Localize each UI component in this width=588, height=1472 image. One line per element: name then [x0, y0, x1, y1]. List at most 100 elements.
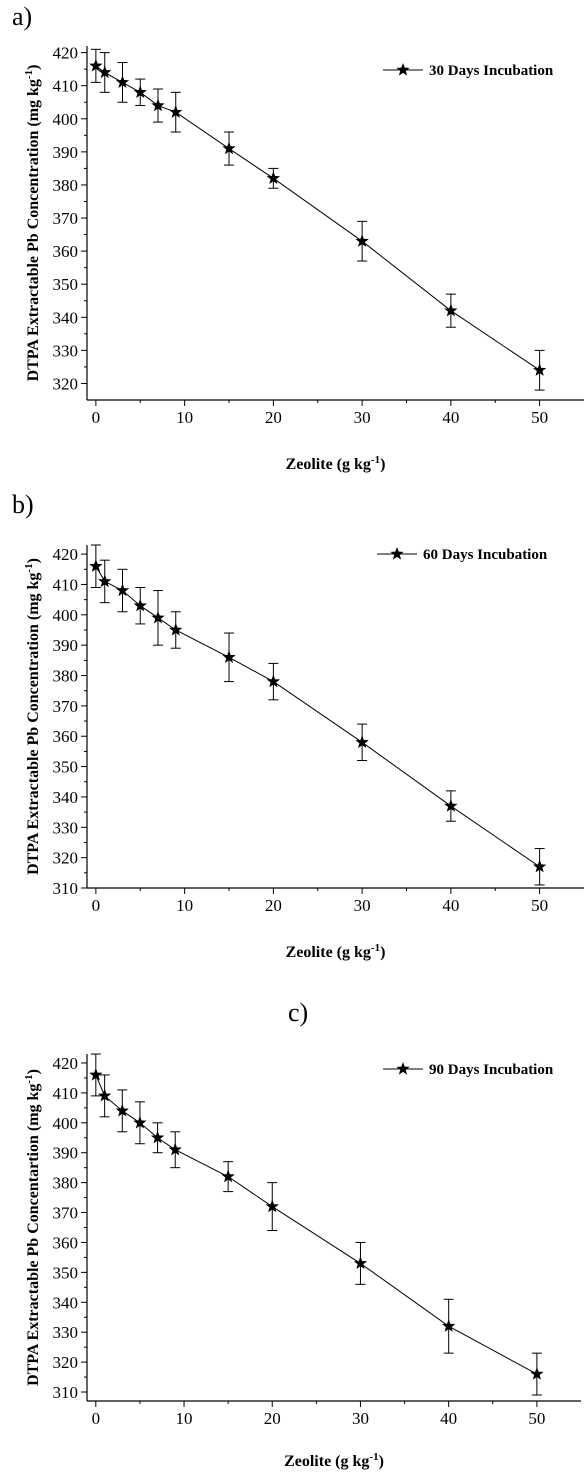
data-point-star [133, 1115, 147, 1129]
legend-label: 90 Days Incubation [429, 1062, 554, 1078]
y-tick-label: 340 [53, 308, 79, 327]
y-tick-label: 320 [53, 374, 79, 393]
y-tick-label: 380 [53, 667, 79, 686]
y-tick-label: 370 [53, 209, 79, 228]
y-tick-label: 320 [53, 849, 79, 868]
y-tick-label: 350 [53, 758, 79, 777]
legend-star-icon [390, 547, 404, 560]
data-point-star [133, 85, 147, 98]
data-point-star [89, 58, 103, 72]
data-point-star [532, 859, 547, 873]
y-tick-label: 420 [53, 1054, 79, 1073]
x-tick-label: 40 [442, 896, 459, 915]
y-tick-label: 370 [53, 1204, 79, 1223]
data-point-star [115, 1103, 129, 1117]
y-tick-label: 330 [53, 818, 79, 837]
x-tick-label: 40 [440, 1409, 457, 1428]
panel-letter: a) [12, 2, 33, 31]
y-tick-label: 390 [53, 636, 79, 655]
x-tick-label: 20 [265, 408, 282, 427]
legend-label: 30 Days Incubation [429, 63, 554, 79]
x-tick-label: 10 [176, 1409, 193, 1428]
chart-b: 0 10 20 30 40 50 310 320 330 340 350 360 370 380 390 40… [23, 544, 584, 961]
legend-star-icon [396, 63, 410, 76]
data-point-star [115, 75, 130, 89]
y-tick-label: 410 [53, 77, 79, 96]
y-tick-label: 390 [53, 1144, 79, 1163]
y-tick-label: 420 [53, 44, 79, 63]
x-tick-label: 50 [528, 1409, 545, 1428]
y-tick-label: 400 [53, 1114, 79, 1133]
y-tick-label: 370 [53, 697, 79, 716]
data-point-star [266, 674, 281, 688]
x-tick-label: 50 [531, 408, 548, 427]
data-point-star [89, 1067, 103, 1081]
series-line [95, 565, 540, 868]
x-tick-label: 20 [264, 1409, 281, 1428]
y-tick-label: 390 [53, 143, 79, 162]
data-point-star [169, 105, 183, 118]
x-axis-title: Zeolite (g kg-1) [286, 942, 386, 961]
y-tick-label: 360 [53, 1233, 79, 1252]
y-tick-label: 310 [53, 879, 79, 898]
y-tick-label: 400 [53, 110, 79, 129]
data-point-star [444, 303, 458, 317]
data-point-star [151, 610, 165, 624]
y-tick-label: 330 [53, 341, 79, 360]
data-point-star [353, 1256, 368, 1270]
data-point-star [222, 650, 236, 663]
data-point-star [532, 363, 547, 376]
panel-b: b) 0 10 20 30 40 50 310 320 330 340 350 360 370 380 39… [0, 490, 588, 970]
x-tick-label: 10 [176, 408, 193, 427]
data-point-star [169, 622, 183, 636]
data-point-star [150, 1130, 165, 1144]
series-line [95, 1074, 538, 1375]
data-point-star [355, 234, 369, 247]
panel-letter: c) [288, 998, 309, 1027]
y-tick-label: 380 [53, 1174, 79, 1193]
y-tick-label: 420 [53, 545, 79, 564]
panel-a: a) 0 10 20 30 40 50 320 330 340 350 360 370 380 390 40… [0, 0, 588, 490]
y-tick-label: 360 [53, 242, 79, 261]
y-tick-label: 340 [53, 788, 79, 807]
y-tick-label: 350 [53, 275, 79, 294]
data-point-star [98, 65, 112, 79]
x-axis-title: Zeolite (g kg-1) [284, 1451, 384, 1470]
x-tick-label: 30 [354, 408, 371, 427]
y-tick-label: 410 [53, 575, 79, 594]
data-point-star [115, 583, 130, 597]
panel-c: c) 0 10 20 30 40 50 310 320 330 340 350 360 370 380 39… [0, 970, 588, 1472]
chart-c: 0 10 20 30 40 50 310 320 330 340 350 360 370 380 390 40… [23, 1053, 581, 1470]
data-point-star [265, 1199, 279, 1213]
y-tick-label: 400 [53, 606, 79, 625]
y-axis-title: DTPA Extractable Pb Concentration (mg kg… [23, 65, 42, 382]
x-tick-label: 0 [92, 408, 101, 427]
data-point-star [444, 799, 458, 812]
y-tick-label: 350 [53, 1263, 79, 1282]
data-point-star [133, 598, 147, 612]
data-point-star [151, 98, 165, 112]
x-tick-label: 50 [531, 896, 548, 915]
x-tick-label: 10 [176, 896, 193, 915]
x-tick-label: 0 [92, 1409, 101, 1428]
data-point-star [221, 1169, 235, 1183]
y-axis-title: DTPA Extractable Pb Concentartion (mg kg… [23, 1069, 42, 1386]
y-tick-label: 330 [53, 1323, 79, 1342]
y-tick-label: 410 [53, 1084, 79, 1103]
y-tick-label: 380 [53, 176, 79, 195]
x-tick-label: 30 [352, 1409, 369, 1428]
x-tick-label: 0 [92, 896, 101, 915]
data-point-star [97, 1088, 112, 1102]
y-tick-label: 340 [53, 1293, 79, 1312]
x-tick-label: 30 [354, 896, 371, 915]
legend-star-icon [396, 1062, 410, 1075]
data-point-star [89, 559, 103, 572]
y-tick-label: 320 [53, 1353, 79, 1372]
panel-letter: b) [12, 490, 34, 519]
data-point-star [530, 1367, 544, 1380]
y-tick-label: 360 [53, 727, 79, 746]
x-tick-label: 40 [442, 408, 459, 427]
data-point-star [168, 1142, 182, 1156]
data-point-star [355, 735, 369, 748]
legend-label: 60 Days Incubation [423, 547, 548, 563]
